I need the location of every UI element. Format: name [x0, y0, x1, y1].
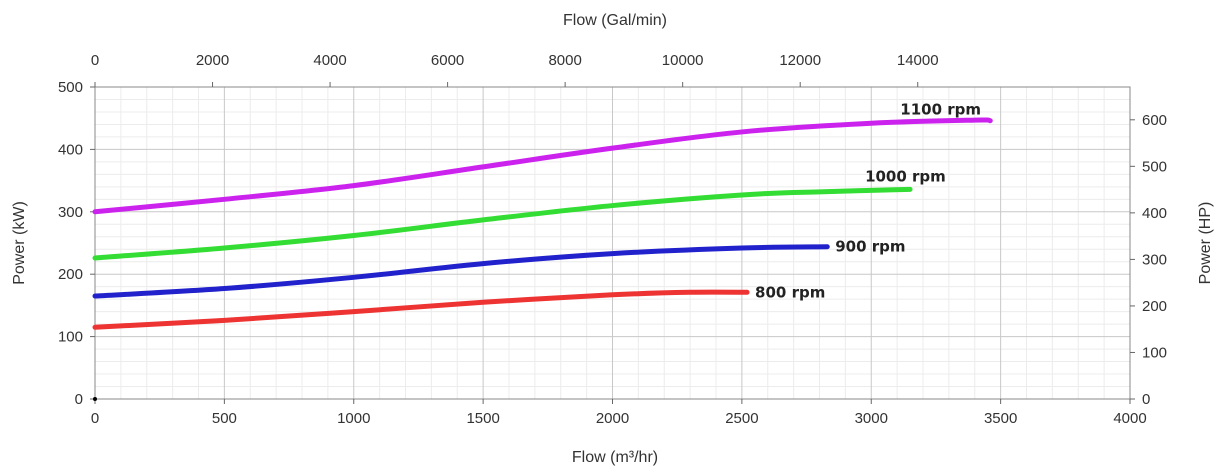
tick-label-bottom: 2500	[725, 410, 758, 427]
bottom-axis-ticks: 0 500 1000 1500 2000 2500 3000 3500 4000	[91, 399, 1147, 427]
series-label-1000-rpm: 1000 rpm	[865, 167, 946, 185]
tick-label-right: 200	[1142, 298, 1167, 315]
top-axis-ticks: 0 2000 4000 6000 8000 10000 12000 14000	[91, 52, 939, 87]
tick-label-left: 200	[58, 266, 83, 283]
left-axis-title: Power (kW)	[11, 201, 28, 285]
tick-label-right: 0	[1142, 391, 1150, 408]
tick-label-top: 8000	[548, 52, 581, 69]
left-axis-ticks: 0 100 200 300 400 500	[58, 79, 95, 408]
tick-label-bottom: 4000	[1113, 410, 1146, 427]
tick-label-top: 4000	[313, 52, 346, 69]
series-label-800-rpm: 800 rpm	[755, 283, 825, 301]
tick-label-top: 0	[91, 52, 99, 69]
tick-label-left: 300	[58, 204, 83, 221]
tick-label-bottom: 3500	[984, 410, 1017, 427]
tick-label-top: 10000	[662, 52, 704, 69]
tick-label-bottom: 3000	[855, 410, 888, 427]
tick-label-right: 600	[1142, 112, 1167, 129]
origin-dot	[93, 397, 97, 401]
right-axis-title: Power (HP)	[1197, 202, 1214, 285]
series-line-800-rpm	[95, 292, 747, 327]
top-axis-title: Flow (Gal/min)	[563, 12, 667, 29]
series-labels: 1100 rpm 1000 rpm 900 rpm 800 rpm	[755, 101, 981, 302]
series-label-900-rpm: 900 rpm	[835, 238, 905, 256]
tick-label-bottom: 1500	[466, 410, 499, 427]
bottom-axis-title: Flow (m³/hr)	[572, 449, 658, 466]
series-line-900-rpm	[95, 247, 827, 296]
tick-label-bottom: 0	[91, 410, 99, 427]
tick-label-left: 100	[58, 329, 83, 346]
series-lines	[95, 120, 990, 327]
tick-label-right: 400	[1142, 205, 1167, 222]
tick-label-top: 12000	[779, 52, 821, 69]
series-line-1100-rpm	[95, 120, 990, 212]
tick-label-top: 2000	[196, 52, 229, 69]
right-axis-ticks: 0 100 200 300 400 500 600	[1130, 112, 1167, 408]
tick-label-right: 500	[1142, 158, 1167, 175]
series-label-1100-rpm: 1100 rpm	[900, 101, 981, 119]
tick-label-top: 6000	[431, 52, 464, 69]
tick-label-left: 500	[58, 79, 83, 96]
tick-label-bottom: 1000	[337, 410, 370, 427]
tick-label-left: 0	[75, 391, 83, 408]
tick-label-right: 300	[1142, 251, 1167, 268]
tick-label-bottom: 2000	[596, 410, 629, 427]
tick-label-left: 400	[58, 141, 83, 158]
tick-label-top: 14000	[897, 52, 939, 69]
tick-label-bottom: 500	[212, 410, 237, 427]
tick-label-right: 100	[1142, 344, 1167, 361]
